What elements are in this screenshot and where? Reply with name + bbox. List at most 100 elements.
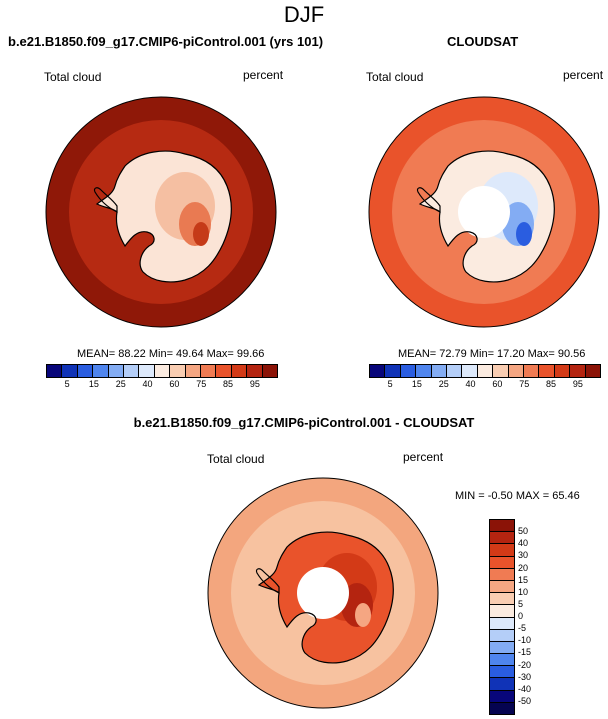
colorbar-swatch [524,365,540,377]
colorbar-swatch [262,365,278,377]
coastline-peninsula [255,568,280,594]
colorbar-tick-label: -15 [518,647,532,658]
panel-3-colorbar [489,519,515,715]
panel-3-units-label: percent [403,450,444,464]
colorbar-swatch [154,365,171,377]
colorbar-tick-label: -50 [518,695,532,706]
colorbar-swatch [490,690,514,703]
colorbar-swatch [490,605,514,618]
colorbar-swatch [490,641,514,655]
colorbar-tick-label: 30 [518,550,529,561]
coastline-peninsula [93,187,118,213]
panel-3-variable-label: Total cloud [207,452,265,466]
coastline [95,150,232,283]
colorbar-tick-label: 85 [546,379,557,389]
colorbar-swatch [490,654,514,667]
polar-data-gap [297,567,349,619]
coastline-peninsula [416,187,441,213]
colorbar-swatch [490,666,514,679]
coastline [257,531,394,664]
colorbar-swatch [139,365,155,377]
colorbar-tick-label: 40 [518,538,529,549]
panel-3-polar-map [207,477,439,709]
panel-2-units-label: percent [563,68,604,82]
colorbar-swatch [462,365,478,377]
colorbar-swatch [124,365,140,377]
colorbar-tick-label: -40 [518,683,532,694]
figure-title: DJF [283,2,325,27]
colorbar-swatch [539,365,555,377]
colorbar-tick-label: 60 [169,379,180,389]
colorbar-tick-label: 85 [223,379,234,389]
colorbar-tick-label: 15 [88,379,99,389]
panel-2-colorbar [369,364,601,378]
colorbar-tick-label: 5 [64,379,70,389]
colorbar-swatch [490,520,514,533]
colorbar-swatch [108,365,125,377]
colorbar-tick-label: -30 [518,671,532,682]
colorbar-tick-label: 95 [572,379,583,389]
colorbar-swatch [490,568,514,581]
panel-3-title: b.e21.B1850.f09_g17.CMIP6-piControl.001 … [133,415,475,430]
colorbar-swatch [247,365,263,377]
colorbar-swatch [93,365,109,377]
panel-1-units-label: percent [243,68,284,82]
colorbar-swatch [77,365,94,377]
map-field [46,97,276,327]
colorbar-tick-label: 15 [411,379,422,389]
colorbar-swatch [554,365,571,377]
colorbar-swatch [47,365,63,377]
map-border [368,96,600,328]
panel-2-colorbar-ticks: 5 15 25 40 60 75 85 95 [369,379,591,389]
colorbar-swatch [490,593,514,606]
panel-1-colorbar [46,364,278,378]
colorbar-swatch [62,365,78,377]
colorbar-tick-label: 95 [249,379,260,389]
colorbar-tick-label: 50 [518,526,529,537]
colorbar-tick-label: 40 [142,379,153,389]
colorbar-swatch [490,556,514,569]
colorbar-tick-label: 0 [518,611,524,621]
polar-data-gap [458,186,510,238]
panel-3-stats: MIN = -0.50 MAX = 65.46 [455,490,580,502]
colorbar-swatch [216,365,232,377]
panel-1-variable-label: Total cloud [44,70,102,84]
colorbar-tick-label: 40 [465,379,476,389]
colorbar-tick-label: -5 [518,623,527,634]
panel-2-title: CLOUDSAT [447,34,519,49]
colorbar-swatch [370,365,386,377]
map-field [369,97,599,327]
colorbar-swatch [490,544,514,557]
colorbar-swatch [201,365,217,377]
colorbar-swatch [185,365,202,377]
colorbar-tick-label: 25 [115,379,126,389]
colorbar-swatch [400,365,417,377]
colorbar-swatch [490,532,514,545]
panel-1-polar-map [45,96,277,328]
colorbar-swatch [493,365,509,377]
colorbar-swatch [490,678,514,691]
colorbar-tick-label: 75 [519,379,530,389]
colorbar-swatch [490,629,514,642]
colorbar-swatch [477,365,494,377]
colorbar-swatch [490,617,514,630]
colorbar-tick-label: 25 [438,379,449,389]
colorbar-swatch [490,580,514,594]
colorbar-swatch [570,365,586,377]
colorbar-swatch [416,365,432,377]
panel-1-title: b.e21.B1850.f09_g17.CMIP6-piControl.001 … [8,34,324,49]
colorbar-tick-label: -20 [518,659,532,670]
panel-2-polar-map [368,96,600,328]
colorbar-swatch [508,365,525,377]
panel-2-variable-label: Total cloud [366,70,424,84]
colorbar-tick-label: 75 [196,379,207,389]
colorbar-tick-label: 5 [387,379,393,389]
colorbar-swatch [170,365,186,377]
map-border [207,477,439,709]
contour-band [193,222,209,246]
panel-1-colorbar-ticks: 5 15 25 40 60 75 85 95 [46,379,268,389]
colorbar-swatch [585,365,601,377]
colorbar-swatch [447,365,463,377]
colorbar-tick-label: 15 [518,574,529,585]
colorbar-tick-label: 10 [518,586,529,597]
